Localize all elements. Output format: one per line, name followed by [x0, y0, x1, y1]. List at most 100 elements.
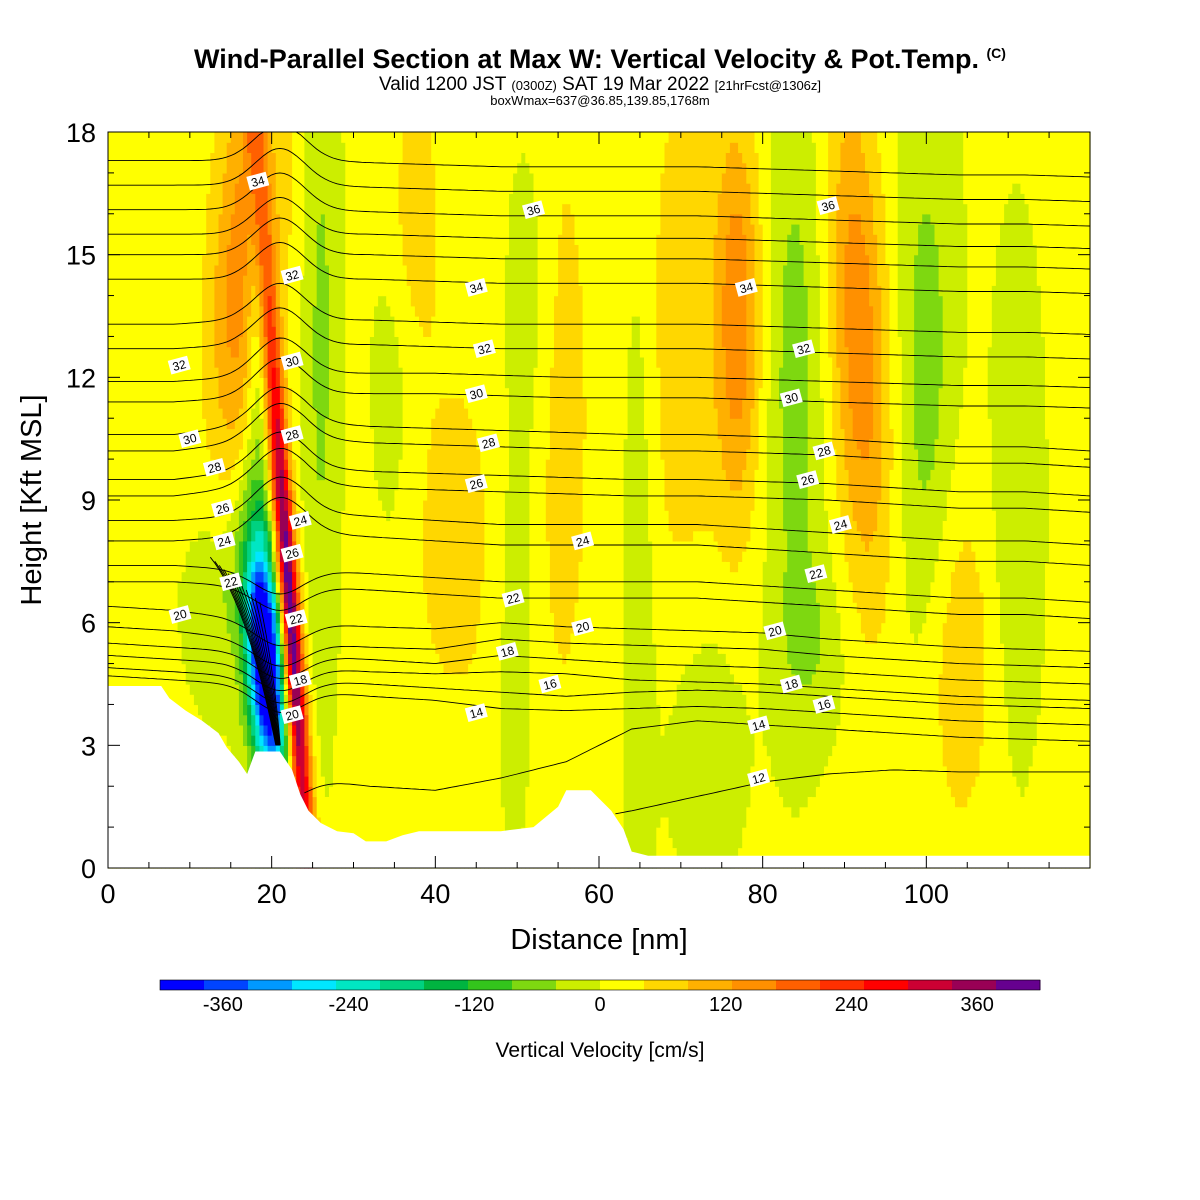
contour-label: 28: [202, 457, 226, 477]
contour-label: 34: [734, 278, 758, 297]
colorbar-swatch: [952, 980, 997, 990]
theta-contour-line: [108, 431, 1091, 497]
contour-label-text: 18: [292, 672, 309, 689]
title-copyright-mark: (C): [986, 45, 1006, 61]
theta-contour-line: [259, 602, 281, 746]
contour-label-text: 22: [288, 611, 305, 628]
contour-label: 22: [501, 588, 525, 608]
contour-label-text: 20: [574, 619, 591, 636]
y-tick-label: 15: [66, 241, 96, 271]
contour-label-text: 30: [783, 390, 800, 407]
theta-contour-line: [214, 561, 277, 746]
contour-label-text: 26: [800, 472, 817, 489]
theta-contour-line: [236, 581, 279, 746]
colorbar-swatch: [380, 980, 425, 990]
colorbar-swatch: [512, 980, 557, 990]
contour-label: 32: [280, 265, 304, 285]
contour-label: 36: [522, 200, 545, 220]
x-tick-label: 80: [748, 879, 778, 909]
theta-contour-line: [304, 720, 1091, 794]
contour-label: 32: [792, 339, 816, 359]
contour-label-text: 32: [171, 357, 188, 374]
contour-label-text: 32: [795, 341, 812, 358]
colorbar-swatch: [864, 980, 909, 990]
colorbar-swatch: [468, 980, 513, 990]
contour-label-text: 28: [816, 443, 833, 460]
contour-label-text: 20: [172, 606, 189, 623]
contour-label-text: 34: [468, 279, 485, 296]
theta-contour-line: [241, 585, 280, 746]
x-tick-label: 40: [420, 879, 450, 909]
colorbar-tick-label: 0: [594, 994, 605, 1016]
contour-label: 32: [472, 339, 496, 359]
theta-contour-line: [108, 386, 1091, 452]
theta-contour-line: [108, 217, 1091, 270]
colorbar-tick-label: 120: [709, 994, 742, 1016]
colorbar-tick-label: -240: [329, 994, 369, 1016]
contour-label: 28: [477, 433, 500, 453]
contour-label-text: 36: [525, 202, 542, 219]
terrain-mask: [108, 686, 1090, 868]
colorbar-swatch: [776, 980, 821, 990]
theta-contour-line: [108, 447, 1091, 513]
contour-label: 32: [167, 355, 191, 375]
theta-contour-line: [232, 577, 279, 746]
colorbar-swatch: [820, 980, 865, 990]
contour-label: 12: [747, 768, 771, 788]
y-axis-label: Height [Kft MSL]: [16, 394, 48, 605]
colorbar-swatch: [336, 980, 381, 990]
contour-label-text: 22: [808, 566, 825, 583]
theta-contour-line: [254, 597, 281, 746]
colorbar-tick-label: -360: [203, 994, 243, 1016]
theta-contour-line: [108, 581, 1091, 620]
contour-label: 24: [288, 511, 312, 530]
colorbar-swatch: [688, 980, 733, 990]
contour-label-text: 18: [783, 676, 800, 693]
contour-label-text: 24: [216, 533, 233, 550]
contour-label-text: 22: [505, 590, 522, 607]
y-tick-label: 9: [81, 486, 96, 516]
y-tick-label: 0: [81, 854, 96, 884]
theta-contour-line: [245, 589, 280, 746]
theta-contour-line: [108, 357, 1091, 409]
contour-label-text: 24: [832, 516, 849, 533]
contour-label: 30: [779, 388, 803, 408]
y-tick-label: 6: [81, 609, 96, 639]
x-tick-label: 100: [904, 879, 949, 909]
contour-label: 30: [178, 429, 202, 449]
colorbar-swatch: [600, 980, 645, 990]
valid-time-utc: (0300Z): [511, 78, 557, 93]
contour-label-text: 28: [284, 427, 301, 444]
contour-label: 28: [812, 441, 836, 461]
contour-label-text: 20: [767, 623, 784, 640]
contour-label: 20: [168, 605, 192, 624]
contour-label: 34: [464, 278, 488, 297]
colorbar-swatch: [732, 980, 777, 990]
colorbar-swatch: [644, 980, 689, 990]
colorbar-frame: [159, 979, 1041, 991]
colorbar-tick-label: 360: [960, 994, 993, 1016]
contour-label: 30: [280, 351, 304, 371]
contour-label-text: 34: [250, 173, 267, 190]
contour-label: 18: [779, 674, 803, 694]
theta-contour-line: [107, 605, 1091, 652]
contour-label-text: 36: [820, 198, 837, 215]
theta-contour-line: [108, 307, 1091, 360]
contour-label-text: 26: [214, 500, 231, 517]
colorbar-swatch: [424, 980, 469, 990]
contour-label: 20: [763, 621, 787, 641]
theta-contour-line: [108, 402, 1091, 468]
contour-label: 22: [284, 609, 308, 628]
y-tick-label: 18: [66, 118, 96, 148]
contour-label: 26: [280, 543, 304, 563]
contour-label-text: 30: [468, 386, 485, 403]
contour-label: 24: [571, 531, 595, 551]
y-tick-label: 3: [81, 731, 96, 761]
contour-label: 28: [280, 425, 304, 444]
theta-contour-line: [108, 241, 1091, 294]
contour-label-text: 12: [750, 770, 767, 787]
colorbar-swatch: [908, 980, 953, 990]
contour-label-text: 26: [468, 476, 485, 493]
contour-label: 34: [246, 171, 270, 191]
